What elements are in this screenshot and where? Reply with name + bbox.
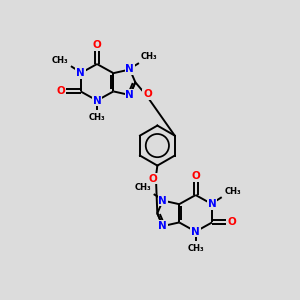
Text: O: O [148, 174, 157, 184]
Text: N: N [93, 95, 101, 106]
Text: O: O [57, 86, 65, 96]
Text: N: N [158, 221, 167, 231]
Text: O: O [143, 89, 152, 99]
Text: O: O [93, 40, 101, 50]
Text: CH₃: CH₃ [52, 56, 68, 65]
Text: N: N [76, 68, 85, 78]
Text: O: O [191, 171, 200, 181]
Text: N: N [191, 226, 200, 237]
Text: CH₃: CH₃ [224, 187, 241, 196]
Text: N: N [125, 64, 134, 74]
Text: CH₃: CH₃ [141, 52, 158, 61]
Text: CH₃: CH₃ [89, 113, 105, 122]
Text: N: N [125, 90, 134, 100]
Text: CH₃: CH₃ [135, 183, 152, 192]
Text: N: N [158, 196, 167, 206]
Text: O: O [227, 218, 236, 227]
Text: N: N [208, 199, 216, 209]
Text: CH₃: CH₃ [187, 244, 204, 253]
